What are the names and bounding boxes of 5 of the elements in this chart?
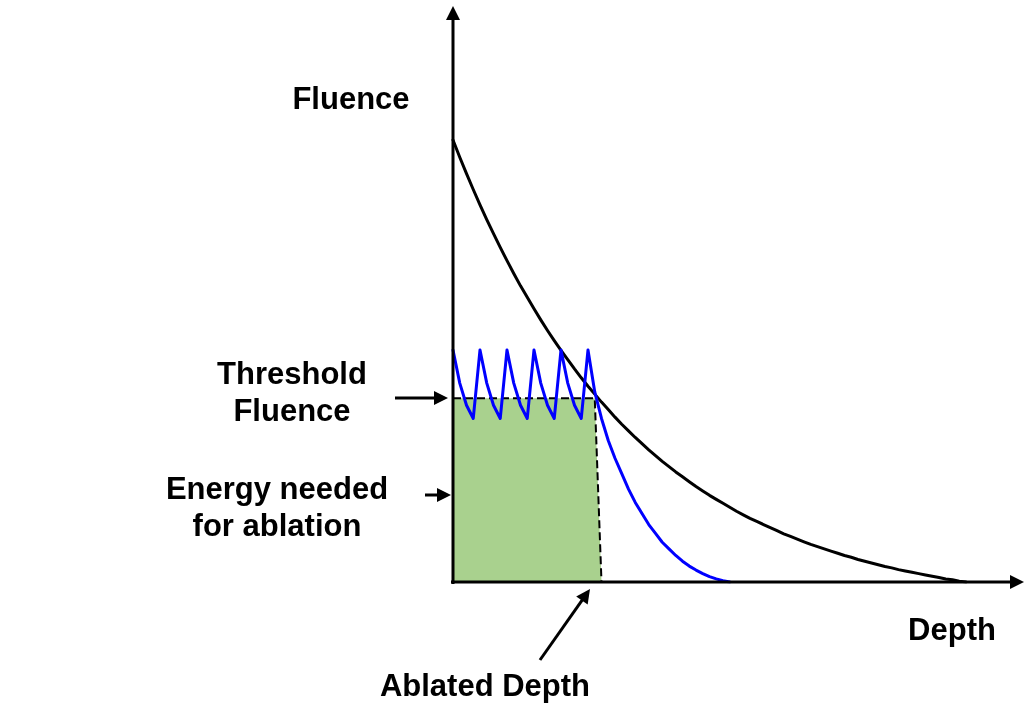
y-axis-title: Fluence	[292, 80, 410, 118]
text: Threshold Fluence	[217, 354, 367, 430]
text: Energy needed for ablation	[165, 469, 389, 545]
text: Ablated Depth	[379, 667, 591, 705]
x-axis-title: Depth	[908, 611, 996, 649]
